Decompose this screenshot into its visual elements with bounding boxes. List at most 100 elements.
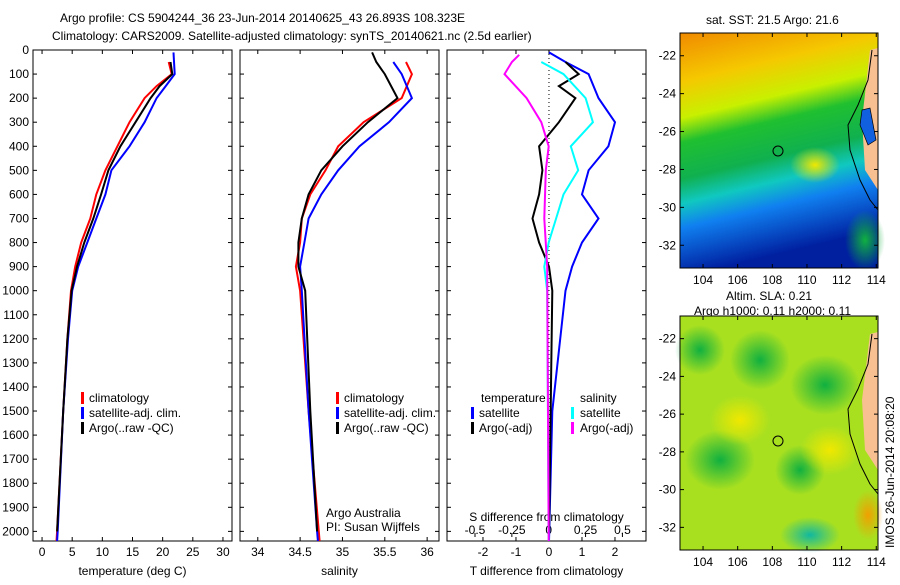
lon-tick-label: 112 <box>832 273 851 287</box>
legend-swatch <box>81 392 84 404</box>
difference-panel: -2 -1 0 1 2 T difference from climatology -0.5… <box>446 49 647 578</box>
x-axis-label: salinity <box>321 564 358 578</box>
y-tick-label: 1400 <box>2 380 29 394</box>
y-tick-label: 1300 <box>2 356 29 370</box>
lat-tick-label: -32 <box>659 520 677 534</box>
sla-low-blob <box>675 325 725 375</box>
y-tick-label: 1200 <box>2 332 29 346</box>
series-line-t-argo-adj- <box>531 61 581 532</box>
x-tick-label: 10 <box>96 545 110 559</box>
lon-tick-label: 104 <box>693 273 713 287</box>
legend-label: satellite <box>479 406 520 420</box>
argo-position-marker <box>772 435 784 447</box>
title-line-2: Climatology: CARS2009. Satellite-adjuste… <box>52 29 532 43</box>
lat-tick-label: -28 <box>659 162 677 176</box>
plot-frame <box>446 49 647 542</box>
legend-label: satellite-adj. clim. <box>344 406 436 420</box>
lat-tick-label: -22 <box>659 49 677 63</box>
legend-label: climatology <box>344 391 404 405</box>
sst-map-field <box>680 33 878 268</box>
lat-tick-label: -32 <box>659 238 677 252</box>
y-tick-label: 0 <box>22 43 29 57</box>
series-line-argo-raw-qc- <box>297 51 399 532</box>
lon-tick-label: 114 <box>867 273 886 287</box>
x2-tick-label: -0.5 <box>465 523 486 537</box>
y-tick-label: 700 <box>9 211 29 225</box>
sla-low-blob <box>730 330 790 390</box>
lat-tick-label: -24 <box>659 369 677 383</box>
x-tick-label: 0 <box>39 545 46 559</box>
x-tick-label: 25 <box>186 545 200 559</box>
legend-label: climatology <box>89 391 149 405</box>
title-line-1: Argo profile: CS 5904244_36 23-Jun-2014 … <box>60 11 465 25</box>
sst-warm-patch <box>790 147 840 183</box>
x-tick-label: 35 <box>336 545 350 559</box>
y-tick-label: 600 <box>9 187 29 201</box>
map-frame <box>679 32 879 269</box>
legend-swatch <box>471 407 474 419</box>
x-tick-label: 15 <box>126 545 140 559</box>
lon-tick-label: 104 <box>693 555 713 569</box>
x-tick-label: 20 <box>156 545 170 559</box>
lon-tick-label: 114 <box>867 555 886 569</box>
y-tick-label: 1600 <box>2 428 29 442</box>
sst-map: sat. SST: 21.5 Argo: 21.6 104 106 108 110 11… <box>659 13 886 287</box>
y-tick-label: 1500 <box>2 404 29 418</box>
series-line-satellite-adj-clim- <box>299 61 414 542</box>
sst-map-title: sat. SST: 21.5 Argo: 21.6 <box>706 13 839 27</box>
x-tick-label: 1 <box>579 545 586 559</box>
annotation: PI: Susan Wijffels <box>326 520 420 534</box>
map-frame <box>679 315 879 551</box>
y-tick-label: 200 <box>9 91 29 105</box>
legend-label: Argo(..raw -QC) <box>89 421 174 435</box>
x2-tick-label: 0.5 <box>614 523 631 537</box>
salinity-panel: 34 34.5 35 35.5 36 salinity climatologysatelli… <box>239 49 440 578</box>
lat-tick-label: -30 <box>659 200 677 214</box>
imos-timestamp: IMOS 26-Jun-2014 20:08:20 <box>883 396 897 548</box>
legend-swatch <box>571 422 574 434</box>
x-tick-label: -2 <box>478 545 489 559</box>
x-tick-label: 5 <box>69 545 76 559</box>
legend-label: Argo(..raw -QC) <box>344 421 429 435</box>
y-tick-label: 1700 <box>2 452 29 466</box>
y-tick-label: 1100 <box>3 308 29 322</box>
sst-south-patch <box>845 210 885 270</box>
lat-tick-label: -28 <box>659 445 677 459</box>
lon-tick-label: 108 <box>762 273 782 287</box>
y-tick-label: 100 <box>9 67 29 81</box>
x2-tick-label: 0.25 <box>574 523 598 537</box>
x-tick-label: 34 <box>251 545 265 559</box>
legend-swatch <box>336 407 339 419</box>
y-tick-label: 2000 <box>2 524 29 538</box>
x-axis-label: temperature (deg C) <box>78 564 186 578</box>
legend-title-salinity: salinity <box>580 391 617 405</box>
x2-tick-label: -0.25 <box>498 523 526 537</box>
x-tick-label: 35.5 <box>373 545 397 559</box>
y-tick-label: 800 <box>9 236 29 250</box>
legend-title-temperature: temperature <box>481 391 546 405</box>
x-tick-label: 2 <box>612 545 619 559</box>
lat-tick-label: -26 <box>659 407 677 421</box>
legend-swatch <box>471 422 474 434</box>
legend-swatch <box>571 407 574 419</box>
y-tick-label: 1900 <box>2 500 29 514</box>
y-tick-label: 400 <box>9 139 29 153</box>
lon-tick-label: 108 <box>762 555 782 569</box>
lat-tick-label: -30 <box>659 483 677 497</box>
legend-label: Argo(-adj) <box>479 421 532 435</box>
y-tick-label: 300 <box>9 115 29 129</box>
series-line-satellite-adj-clim- <box>56 52 176 542</box>
sla-coastline <box>847 333 879 495</box>
plot-frame <box>32 49 233 542</box>
sla-high-blob <box>800 425 860 475</box>
x-tick-label: 36 <box>420 545 434 559</box>
sla-high-blob <box>710 395 770 445</box>
series-line-t-satellite <box>548 51 617 542</box>
legend-swatch <box>81 407 84 419</box>
sla-land <box>862 332 878 470</box>
x2-axis-label: S difference from climatology <box>469 510 624 524</box>
y-tick-label: 500 <box>9 163 29 177</box>
lon-tick-label: 106 <box>728 555 748 569</box>
lat-tick-label: -26 <box>659 125 677 139</box>
